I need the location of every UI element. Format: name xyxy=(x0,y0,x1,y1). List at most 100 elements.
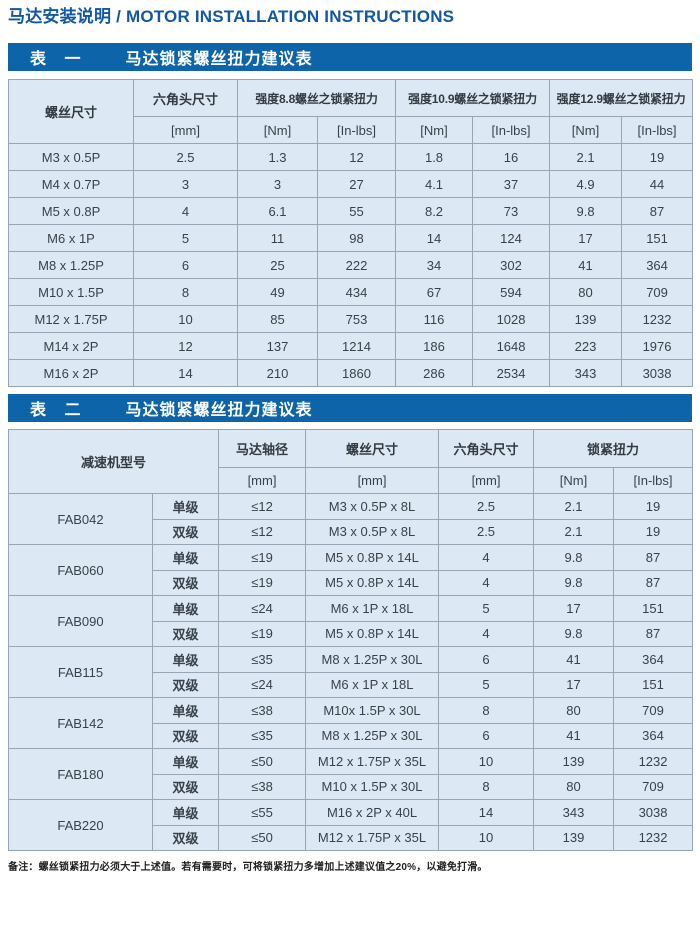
t2-header-model: 减速机型号 xyxy=(7,429,220,494)
t1-unit-mm: [mm] xyxy=(133,116,238,144)
table1-cell-g88_inlbs: 222 xyxy=(316,251,397,279)
t2-unit-screw-mm: [mm] xyxy=(305,467,440,494)
table2-banner-label: 表 二 xyxy=(30,402,88,419)
table2-cell-nm: 343 xyxy=(533,799,615,826)
table2-cell-inlbs: 709 xyxy=(613,697,694,724)
table1-cell-hex_mm: 3 xyxy=(133,170,238,198)
table2-row: FAB115 单级 ≤35 M8 x 1.25P x 30L 6 41 364 xyxy=(8,646,694,698)
table2-cell-shaft: ≤35 xyxy=(218,646,307,673)
table2-cell-model: FAB180 xyxy=(8,748,153,800)
table1-banner-title: 马达锁紧螺丝扭力建议表 xyxy=(125,51,313,68)
table2-banner: 表 二 马达锁紧螺丝扭力建议表 xyxy=(8,394,692,422)
table2-cell-inlbs: 364 xyxy=(613,722,694,749)
table2-cell-hex: 2.5 xyxy=(438,518,535,545)
table2-cell-shaft: ≤50 xyxy=(218,824,307,851)
table2-cell-hex: 8 xyxy=(438,697,535,724)
table2-header-row-2: [mm] [mm] [mm] [Nm] [In-lbs] xyxy=(9,467,694,494)
table2-cell-inlbs: 151 xyxy=(613,595,694,622)
t1-header-hex-size: 六角头尺寸 xyxy=(133,79,238,117)
table2-cell-hex: 4 xyxy=(438,544,535,571)
table1-cell-hex_mm: 6 xyxy=(133,251,238,279)
table1-cell-size: M4 x 0.7P xyxy=(8,170,134,198)
table2-cell-hex: 8 xyxy=(438,773,535,800)
table1-cell-g129_nm: 41 xyxy=(549,251,623,279)
table2-cell-shaft: ≤35 xyxy=(218,722,307,749)
table1-cell-hex_mm: 12 xyxy=(133,332,238,360)
table2-banner-title: 马达锁紧螺丝扭力建议表 xyxy=(125,402,313,419)
table1-cell-g88_nm: 3 xyxy=(237,170,318,198)
table2-cell-model: FAB060 xyxy=(8,544,153,596)
t1-header-grade129: 强度12.9螺丝之锁紧扭力 xyxy=(549,79,694,117)
table1-cell-g129_inlbs: 3038 xyxy=(621,359,694,387)
table2-cell-screw: M5 x 0.8P x 14L xyxy=(305,569,440,596)
table1-cell-g109_inlbs: 594 xyxy=(472,278,551,306)
table2-cell-screw: M8 x 1.25P x 30L xyxy=(305,646,440,673)
table1-cell-hex_mm: 5 xyxy=(133,224,238,252)
table2-cell-stage: 单级 xyxy=(151,544,220,571)
table2-header-row-1: 减速机型号 马达轴径 螺丝尺寸 六角头尺寸 锁紧扭力 xyxy=(7,429,694,494)
table2-cell-stage: 双级 xyxy=(151,671,220,698)
table1-cell-g129_inlbs: 1232 xyxy=(621,305,694,333)
table1-cell-g109_inlbs: 37 xyxy=(472,170,551,198)
table1-cell-g88_inlbs: 55 xyxy=(316,197,397,225)
table1-header-row-2: [mm] [Nm] [In-lbs] [Nm] [In-lbs] [Nm] [I… xyxy=(9,116,694,144)
table2-cell-model: FAB115 xyxy=(8,646,153,698)
table1-cell-g129_inlbs: 19 xyxy=(621,143,694,171)
table2-cell-shaft: ≤19 xyxy=(218,620,307,647)
table1-cell-hex_mm: 14 xyxy=(133,359,238,387)
table1-cell-g129_inlbs: 87 xyxy=(621,197,694,225)
table2-row: FAB090 单级 ≤24 M6 x 1P x 18L 5 17 151 xyxy=(8,595,694,647)
table1-row: M14 x 2P 12 137 1214 186 1648 223 1976 xyxy=(8,332,694,360)
table1-cell-g109_nm: 1.8 xyxy=(395,143,474,171)
table2-cell-screw: M8 x 1.25P x 30L xyxy=(305,722,440,749)
table1-cell-g129_nm: 4.9 xyxy=(549,170,623,198)
table1-row: M6 x 1P 5 11 98 14 124 17 151 xyxy=(8,224,694,252)
table1-cell-hex_mm: 4 xyxy=(133,197,238,225)
table1-header-row-1: 螺丝尺寸 六角头尺寸 强度8.8螺丝之锁紧扭力 强度10.9螺丝之锁紧扭力 强度… xyxy=(8,79,694,144)
table1-row: M8 x 1.25P 6 25 222 34 302 41 364 xyxy=(8,251,694,279)
table1-cell-g88_nm: 11 xyxy=(237,224,318,252)
page-title: 马达安装说明 / MOTOR INSTALLATION INSTRUCTIONS xyxy=(8,7,455,26)
table2-row: 双级 ≤38 M10 x 1.5P x 30L 8 80 709 xyxy=(9,773,694,800)
table2-cell-nm: 41 xyxy=(533,646,615,673)
table2-cell-model: FAB220 xyxy=(8,799,153,851)
table2-cell-model: FAB090 xyxy=(8,595,153,647)
table1-cell-g129_inlbs: 44 xyxy=(621,170,694,198)
t1-unit-inlbs-109: [In-lbs] xyxy=(472,116,551,144)
gearbox-torque-table-2: 减速机型号 马达轴径 螺丝尺寸 六角头尺寸 锁紧扭力 [mm] [mm] [mm… xyxy=(7,429,694,851)
table2-body: FAB042 单级 ≤12 M3 x 0.5P x 8L 2.5 2.1 19 双级 ≤12 M3… xyxy=(8,493,694,851)
table2-cell-shaft: ≤24 xyxy=(218,671,307,698)
table2-cell-nm: 2.1 xyxy=(533,493,615,520)
t2-header-hex: 六角头尺寸 xyxy=(438,429,535,468)
t2-unit-inlbs: [In-lbs] xyxy=(613,467,694,494)
table2-cell-stage: 双级 xyxy=(151,620,220,647)
table1-cell-size: M12 x 1.75P xyxy=(8,305,134,333)
table1-row: M16 x 2P 14 210 1860 286 2534 343 3038 xyxy=(8,359,694,387)
table2-cell-stage: 双级 xyxy=(151,518,220,545)
table2-cell-hex: 6 xyxy=(438,722,535,749)
table2-cell-stage: 单级 xyxy=(151,493,220,520)
table2-row: 双级 ≤24 M6 x 1P x 18L 5 17 151 xyxy=(9,671,694,698)
table2-cell-nm: 17 xyxy=(533,595,615,622)
table1-cell-g109_nm: 286 xyxy=(395,359,474,387)
table2-row: FAB142 单级 ≤38 M10x 1.5P x 30L 8 80 709 xyxy=(8,697,694,749)
table1-cell-g109_nm: 67 xyxy=(395,278,474,306)
table1-cell-g129_inlbs: 709 xyxy=(621,278,694,306)
table2-row: 双级 ≤19 M5 x 0.8P x 14L 4 9.8 87 xyxy=(9,569,694,596)
table1-cell-size: M14 x 2P xyxy=(8,332,134,360)
table2-cell-nm: 9.8 xyxy=(533,620,615,647)
table2-row: FAB060 单级 ≤19 M5 x 0.8P x 14L 4 9.8 87 xyxy=(8,544,694,596)
table2-cell-stage: 双级 xyxy=(151,824,220,851)
table1-cell-size: M16 x 2P xyxy=(8,359,134,387)
table2-cell-nm: 9.8 xyxy=(533,569,615,596)
table2-cell-model: FAB142 xyxy=(8,697,153,749)
table1-cell-g129_nm: 80 xyxy=(549,278,623,306)
table1-body: M3 x 0.5P 2.5 1.3 12 1.8 16 2.1 19 M4 x 0.7P 3 3 27… xyxy=(8,143,694,387)
table2-row: 双级 ≤50 M12 x 1.75P x 35L 10 139 1232 xyxy=(9,824,694,851)
screw-torque-table-1: 螺丝尺寸 六角头尺寸 强度8.8螺丝之锁紧扭力 强度10.9螺丝之锁紧扭力 强度… xyxy=(8,79,694,387)
table1-cell-g129_nm: 343 xyxy=(549,359,623,387)
table1-cell-g129_nm: 9.8 xyxy=(549,197,623,225)
table1-row: M3 x 0.5P 2.5 1.3 12 1.8 16 2.1 19 xyxy=(8,143,694,171)
table2-cell-shaft: ≤12 xyxy=(218,493,307,520)
footnote: 备注：螺丝锁紧扭力必须大于上述值。若有需要时，可将锁紧扭力多增加上述建议值之20… xyxy=(8,862,488,873)
